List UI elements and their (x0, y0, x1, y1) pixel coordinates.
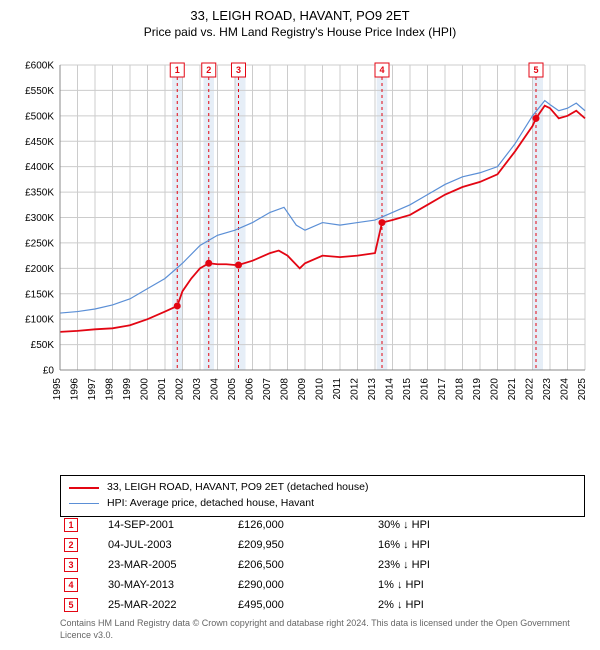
svg-text:2016: 2016 (420, 378, 431, 401)
svg-text:£350K: £350K (25, 188, 54, 199)
marker-diff: 30% ↓ HPI (378, 519, 538, 531)
svg-text:1997: 1997 (87, 378, 98, 401)
svg-text:2019: 2019 (472, 378, 483, 401)
svg-text:£550K: £550K (25, 86, 54, 97)
markers-table: 114-SEP-2001£126,00030% ↓ HPI204-JUL-200… (60, 515, 585, 615)
svg-text:2006: 2006 (245, 378, 256, 401)
marker-number-box: 2 (64, 538, 78, 552)
marker-diff: 23% ↓ HPI (378, 559, 538, 571)
svg-text:2008: 2008 (280, 378, 291, 401)
svg-text:3: 3 (236, 65, 241, 75)
marker-row: 525-MAR-2022£495,0002% ↓ HPI (60, 595, 585, 615)
svg-text:£300K: £300K (25, 213, 54, 224)
svg-text:1: 1 (175, 65, 180, 75)
svg-text:£0: £0 (43, 366, 55, 377)
svg-text:2021: 2021 (507, 378, 518, 401)
marker-row: 430-MAY-2013£290,0001% ↓ HPI (60, 575, 585, 595)
svg-text:2003: 2003 (192, 378, 203, 401)
marker-row: 204-JUL-2003£209,95016% ↓ HPI (60, 535, 585, 555)
marker-row: 114-SEP-2001£126,00030% ↓ HPI (60, 515, 585, 535)
svg-text:1999: 1999 (122, 378, 133, 401)
marker-price: £209,950 (238, 539, 378, 551)
marker-date: 04-JUL-2003 (78, 539, 238, 551)
legend-swatch (69, 487, 99, 489)
svg-text:2: 2 (206, 65, 211, 75)
svg-text:4: 4 (379, 65, 384, 75)
svg-text:1998: 1998 (105, 378, 116, 401)
marker-number-box: 4 (64, 578, 78, 592)
svg-text:£600K: £600K (25, 61, 54, 72)
marker-price: £290,000 (238, 579, 378, 591)
svg-text:2004: 2004 (210, 378, 221, 401)
svg-text:£200K: £200K (25, 264, 54, 275)
marker-date: 30-MAY-2013 (78, 579, 238, 591)
marker-row: 323-MAR-2005£206,50023% ↓ HPI (60, 555, 585, 575)
chart-container: 33, LEIGH ROAD, HAVANT, PO9 2ET Price pa… (0, 0, 600, 650)
legend-box: 33, LEIGH ROAD, HAVANT, PO9 2ET (detache… (60, 475, 585, 517)
svg-text:1996: 1996 (70, 378, 81, 401)
svg-text:£100K: £100K (25, 315, 54, 326)
marker-price: £495,000 (238, 599, 378, 611)
legend-swatch (69, 503, 99, 504)
svg-text:£500K: £500K (25, 111, 54, 122)
svg-text:2023: 2023 (542, 378, 553, 401)
svg-text:2024: 2024 (560, 378, 571, 401)
svg-text:2015: 2015 (402, 378, 413, 401)
svg-text:2002: 2002 (175, 378, 186, 401)
title-block: 33, LEIGH ROAD, HAVANT, PO9 2ET Price pa… (0, 0, 600, 39)
svg-text:£450K: £450K (25, 137, 54, 148)
marker-price: £206,500 (238, 559, 378, 571)
marker-number-box: 3 (64, 558, 78, 572)
svg-text:2014: 2014 (385, 378, 396, 401)
svg-text:2005: 2005 (227, 378, 238, 401)
chart-title: 33, LEIGH ROAD, HAVANT, PO9 2ET (0, 8, 600, 23)
svg-text:£400K: £400K (25, 162, 54, 173)
marker-price: £126,000 (238, 519, 378, 531)
svg-text:2000: 2000 (140, 378, 151, 401)
svg-text:2007: 2007 (262, 378, 273, 401)
marker-number-box: 1 (64, 518, 78, 532)
svg-text:£50K: £50K (31, 340, 55, 351)
legend-row: HPI: Average price, detached house, Hava… (69, 496, 576, 512)
svg-text:2010: 2010 (315, 378, 326, 401)
svg-text:2025: 2025 (577, 378, 588, 401)
svg-text:2009: 2009 (297, 378, 308, 401)
marker-date: 25-MAR-2022 (78, 599, 238, 611)
svg-text:2020: 2020 (490, 378, 501, 401)
marker-date: 14-SEP-2001 (78, 519, 238, 531)
svg-text:2001: 2001 (157, 378, 168, 401)
legend-label: HPI: Average price, detached house, Hava… (107, 496, 314, 512)
svg-text:2012: 2012 (350, 378, 361, 401)
chart-subtitle: Price paid vs. HM Land Registry's House … (0, 25, 600, 39)
marker-diff: 1% ↓ HPI (378, 579, 538, 591)
svg-text:2011: 2011 (332, 378, 343, 400)
marker-number-box: 5 (64, 598, 78, 612)
svg-text:£250K: £250K (25, 238, 54, 249)
svg-text:2022: 2022 (525, 378, 536, 401)
svg-text:2018: 2018 (455, 378, 466, 401)
marker-diff: 16% ↓ HPI (378, 539, 538, 551)
marker-diff: 2% ↓ HPI (378, 599, 538, 611)
legend-row: 33, LEIGH ROAD, HAVANT, PO9 2ET (detache… (69, 480, 576, 496)
svg-text:£150K: £150K (25, 289, 54, 300)
svg-text:1995: 1995 (52, 378, 63, 401)
legend-label: 33, LEIGH ROAD, HAVANT, PO9 2ET (detache… (107, 480, 368, 496)
footnote-text: Contains HM Land Registry data © Crown c… (60, 618, 585, 641)
marker-date: 23-MAR-2005 (78, 559, 238, 571)
svg-text:2017: 2017 (437, 378, 448, 401)
svg-text:2013: 2013 (367, 378, 378, 401)
svg-text:5: 5 (533, 65, 538, 75)
chart-svg: £0£50K£100K£150K£200K£250K£300K£350K£400… (60, 55, 585, 425)
